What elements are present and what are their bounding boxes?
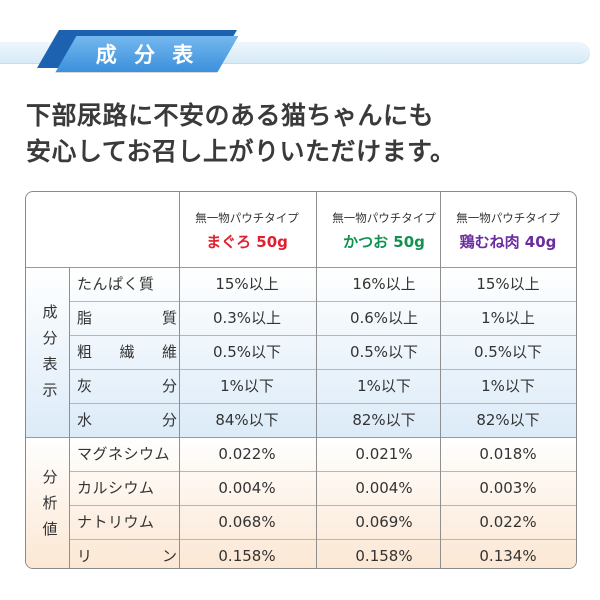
value-cell: 0.5%以下	[212, 343, 282, 361]
product-type-katsuo: 無一物パウチタイプ	[332, 211, 436, 225]
value-cell: 0.134%	[479, 547, 537, 565]
group-background-composition	[26, 267, 576, 437]
value-cell: 82%以下	[476, 411, 540, 429]
value-cell: 0.069%	[355, 513, 413, 531]
value-cell: 0.5%以下	[349, 343, 419, 361]
divider	[179, 192, 180, 568]
row-label-magnesium: マグネシウム	[77, 445, 171, 463]
value-cell: 15%以上	[476, 275, 540, 293]
value-cell: 0.3%以上	[212, 309, 282, 327]
row-label-fiber: 粗繊維	[77, 343, 177, 361]
product-name-maguro: まぐろ 50g	[206, 233, 288, 251]
value-cell: 0.021%	[355, 445, 413, 463]
value-cell: 0.158%	[355, 547, 413, 565]
divider	[69, 301, 576, 302]
divider	[69, 471, 576, 472]
divider	[26, 437, 576, 438]
group-label-composition: 成 分 表 示	[42, 303, 58, 399]
row-label-moisture: 水分	[77, 411, 177, 429]
divider	[440, 192, 441, 568]
value-cell: 0.004%	[355, 479, 413, 497]
row-label-phosphorus: リン	[77, 547, 177, 565]
page-title: 成 分 表	[95, 43, 199, 67]
row-label-fat: 脂質	[77, 309, 177, 327]
row-label-ash: 灰分	[77, 377, 177, 395]
product-type-maguro: 無一物パウチタイプ	[195, 211, 299, 225]
divider	[69, 369, 576, 370]
row-label-calcium: カルシウム	[77, 479, 155, 497]
row-label-sodium: ナトリウム	[77, 513, 155, 531]
product-name-katsuo: かつお 50g	[343, 233, 425, 251]
product-type-torimune: 無一物パウチタイプ	[456, 211, 560, 225]
value-cell: 0.022%	[218, 445, 276, 463]
value-cell: 0.018%	[479, 445, 537, 463]
value-cell: 0.5%以下	[473, 343, 543, 361]
group-background-analysis	[26, 437, 576, 568]
value-cell: 1%以下	[357, 377, 411, 395]
value-cell: 1%以下	[481, 377, 535, 395]
divider	[26, 267, 576, 268]
divider	[69, 539, 576, 540]
divider	[316, 192, 317, 568]
value-cell: 0.158%	[218, 547, 276, 565]
value-cell: 84%以下	[215, 411, 279, 429]
value-cell: 0.003%	[479, 479, 537, 497]
divider	[69, 403, 576, 404]
row-label-protein: たんぱく質	[77, 275, 155, 293]
value-cell: 15%以上	[215, 275, 279, 293]
product-name-torimune: 鶏むね肉 40g	[459, 233, 557, 251]
value-cell: 0.068%	[218, 513, 276, 531]
divider	[69, 267, 70, 568]
nutrition-table: 無一物パウチタイプ まぐろ 50g 無一物パウチタイプ かつお 50g 無一物パ…	[25, 191, 577, 569]
value-cell: 82%以下	[352, 411, 416, 429]
value-cell: 1%以上	[481, 309, 535, 327]
divider	[69, 335, 576, 336]
value-cell: 0.004%	[218, 479, 276, 497]
value-cell: 16%以上	[352, 275, 416, 293]
headline: 下部尿路に不安のある猫ちゃんにも 安心してお召し上がりいただけます。	[26, 98, 586, 170]
headline-line-2: 安心してお召し上がりいただけます。	[26, 137, 456, 166]
group-label-analysis: 分 析 値	[42, 468, 58, 538]
headline-line-1: 下部尿路に不安のある猫ちゃんにも	[26, 101, 435, 130]
divider	[69, 505, 576, 506]
value-cell: 0.022%	[479, 513, 537, 531]
value-cell: 1%以下	[220, 377, 274, 395]
value-cell: 0.6%以上	[349, 309, 419, 327]
